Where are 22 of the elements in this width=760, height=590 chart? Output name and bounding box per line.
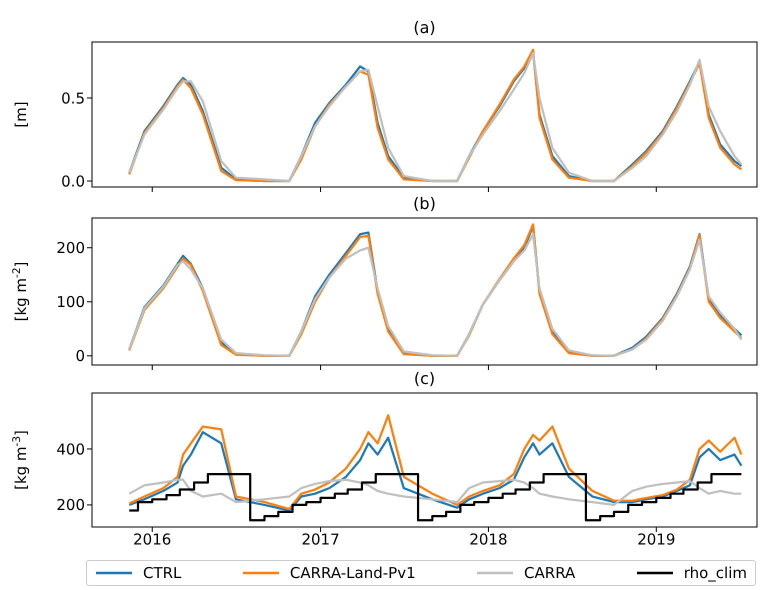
y-tick-label: 0 xyxy=(75,347,85,366)
chart-title: (a) xyxy=(412,18,437,37)
x-tick-label: 2018 xyxy=(469,530,508,549)
legend-label: CARRA-Land-Pv1 xyxy=(290,564,416,582)
line-series xyxy=(128,414,742,510)
x-tick-label: 2017 xyxy=(301,530,340,549)
line-series xyxy=(128,431,742,512)
x-tick-label: 2016 xyxy=(133,530,172,549)
y-tick-label: 200 xyxy=(56,239,85,258)
y-tick-label: 0.5 xyxy=(61,89,85,108)
y-tick-label: 100 xyxy=(56,293,85,312)
y-tick-label: 0.0 xyxy=(61,172,85,190)
line-series xyxy=(128,478,742,506)
chart-title: (c) xyxy=(412,369,436,388)
y-tick-label: 400 xyxy=(56,440,85,458)
legend-label: CARRA xyxy=(524,564,576,582)
chart-title: (b) xyxy=(412,194,437,213)
y-axis-title: [m] xyxy=(12,101,30,128)
legend-label: rho_clim xyxy=(684,564,747,582)
y-tick-label: 200 xyxy=(56,496,85,514)
legend-label: CTRL xyxy=(143,564,182,582)
x-tick-label: 2019 xyxy=(637,530,676,549)
